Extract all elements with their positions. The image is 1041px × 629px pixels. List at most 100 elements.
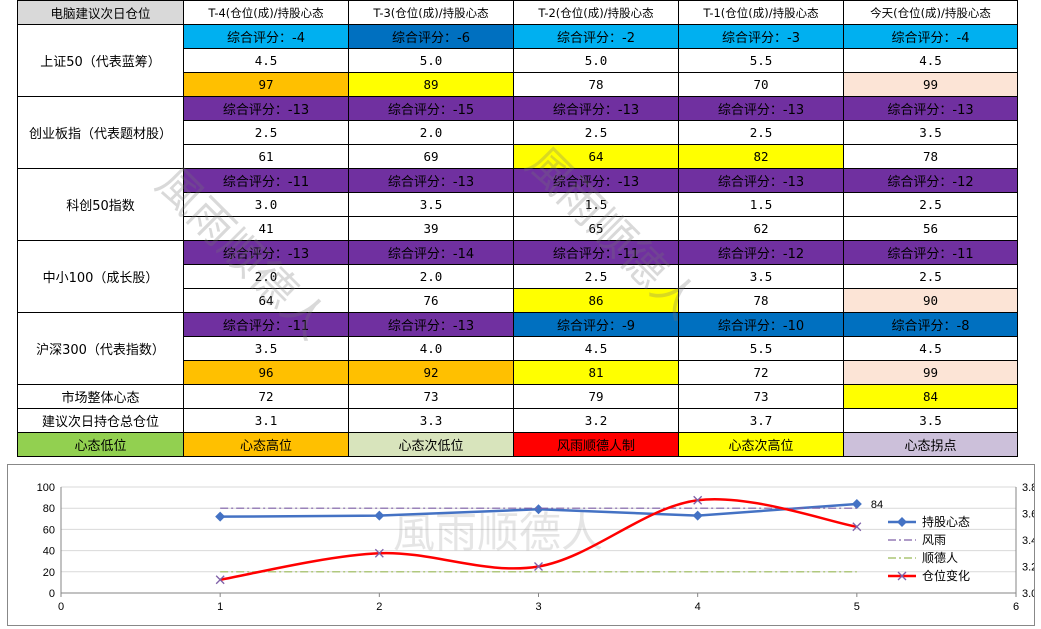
legend-swatch: 心态次低位 [348,432,514,457]
score-cell: 综合评分：-11 [843,240,1018,265]
x-tick-label: 5 [854,601,860,613]
position-cell: 2.0 [183,264,349,289]
position-cell: 4.5 [513,336,679,361]
score-cell: 综合评分：-9 [513,312,679,337]
mood-row: 61 69 64 82 78 [18,144,1018,169]
position-row: 3.5 4.0 4.5 5.5 4.5 [18,336,1018,361]
score-row: 沪深300（代表指数） 综合评分：-11 综合评分：-13 综合评分：-9 综合评分：-… [17,312,1018,385]
position-cell: 5.5 [678,48,844,73]
position-cell: 2.5 [843,264,1018,289]
y-left-tick-label: 20 [43,567,55,579]
y-left-tick-label: 0 [49,588,55,600]
y-right-tick-label: 3.4 [1022,535,1034,547]
score-cell: 综合评分：-13 [348,312,514,337]
x-tick-label: 6 [1013,601,1019,613]
corner-label: 电脑建议次日仓位 [17,0,184,25]
mood-cell: 65 [513,216,679,241]
total-value: 3.5 [843,408,1018,433]
color-legend-row: 心态低位 心态高位 心态次低位 风雨顺德人制 心态次高位 心态拐点 [17,432,1018,457]
mood-cell: 41 [183,216,349,241]
score-cell: 综合评分：-11 [183,168,349,193]
data-point [533,504,544,515]
data-point [852,522,862,532]
mood-cell: 86 [513,288,679,313]
column-header: T-4(仓位(成)/持股心态 [183,0,349,25]
score-cell: 综合评分：-3 [678,24,844,49]
score-cell: 综合评分：-6 [348,24,514,49]
data-point [374,510,385,521]
header-row: 电脑建议次日仓位 T-4(仓位(成)/持股心态 T-3(仓位(成)/持股心态 T-2(… [17,0,1018,25]
line-chart: 0 20 40 60 80 100 3.0 3.2 3.4 3.6 3.8 0 1 2 3 4 5 6 風雨顺德人 8… [37,482,1034,613]
mood-row: 41 39 65 62 56 [18,216,1018,241]
position-cell: 5.0 [513,48,679,73]
mood-cell: 92 [348,360,514,385]
data-label: 84 [871,499,883,511]
mood-cell: 81 [513,360,679,385]
position-cell: 4.5 [843,48,1018,73]
total-value: 3.2 [513,408,679,433]
mood-cell: 99 [843,360,1018,385]
score-cell: 综合评分：-12 [678,240,844,265]
legend-label: 持股心态 [922,514,970,529]
legend-marker [897,517,907,527]
market-value: 73 [348,384,514,409]
spreadsheet-area: 电脑建议次日仓位 T-4(仓位(成)/持股心态 T-3(仓位(成)/持股心态 T-2(… [17,0,1018,457]
total-value: 3.1 [183,408,349,433]
index-name: 中小100（成长股） [17,240,184,313]
data-point [534,562,543,571]
score-cell: 综合评分：-13 [348,168,514,193]
index-name: 沪深300（代表指数） [17,312,184,385]
chart-watermark: 風雨顺德人 [393,508,603,557]
score-cell: 综合评分：-10 [678,312,844,337]
score-row: 科创50指数 综合评分：-11 综合评分：-13 综合评分：-13 综合评分：-13 综合… [17,168,1018,241]
column-header: 今天(仓位(成)/持股心态 [843,0,1018,25]
position-cell: 1.5 [513,192,679,217]
position-cell: 3.5 [183,336,349,361]
index-name: 科创50指数 [17,168,184,241]
score-cell: 综合评分：-13 [678,96,844,121]
score-cell: 综合评分：-12 [843,168,1018,193]
position-cell: 5.0 [348,48,514,73]
score-cell: 综合评分：-4 [843,24,1018,49]
mood-cell: 64 [513,144,679,169]
position-cell: 5.5 [678,336,844,361]
mood-cell: 76 [348,288,514,313]
market-value: 72 [183,384,349,409]
index-name: 创业板指（代表题材股） [17,96,184,169]
mood-cell: 62 [678,216,844,241]
score-cell: 综合评分：-15 [348,96,514,121]
score-cell: 综合评分：-2 [513,24,679,49]
position-cell: 2.5 [843,192,1018,217]
position-cell: 2.0 [348,120,514,145]
position-row: 3.0 3.5 1.5 1.5 2.5 [18,192,1018,217]
y-right-tick-label: 3.2 [1022,562,1034,574]
market-value: 84 [843,384,1018,409]
mood-cell: 72 [678,360,844,385]
position-cell: 3.5 [678,264,844,289]
x-tick-label: 1 [217,601,223,613]
score-cell: 综合评分：-11 [183,312,349,337]
legend-swatch: 心态次高位 [678,432,844,457]
x-tick-label: 4 [695,601,701,613]
mood-cell: 69 [348,144,514,169]
mood-cell: 82 [678,144,844,169]
score-cell: 综合评分：-13 [183,240,349,265]
chart-container: 0 20 40 60 80 100 3.0 3.2 3.4 3.6 3.8 0 1 2 3 4 5 6 風雨顺德人 8… [7,464,1035,626]
score-cell: 综合评分：-14 [348,240,514,265]
data-point [215,511,226,522]
x-tick-label: 3 [535,601,541,613]
mood-cell: 99 [843,72,1018,97]
market-label: 市场整体心态 [17,384,184,409]
position-cell: 2.5 [678,120,844,145]
y-right-tick-label: 3.6 [1022,509,1034,521]
y-right-tick-label: 3.0 [1022,588,1034,600]
position-cell: 3.0 [183,192,349,217]
position-cell: 1.5 [678,192,844,217]
score-cell: 综合评分：-11 [513,240,679,265]
legend-marker [897,571,907,581]
data-point [215,575,225,585]
position-cell: 4.0 [348,336,514,361]
x-tick-label: 2 [376,601,382,613]
legend-swatch: 心态拐点 [843,432,1018,457]
mood-cell: 89 [348,72,514,97]
